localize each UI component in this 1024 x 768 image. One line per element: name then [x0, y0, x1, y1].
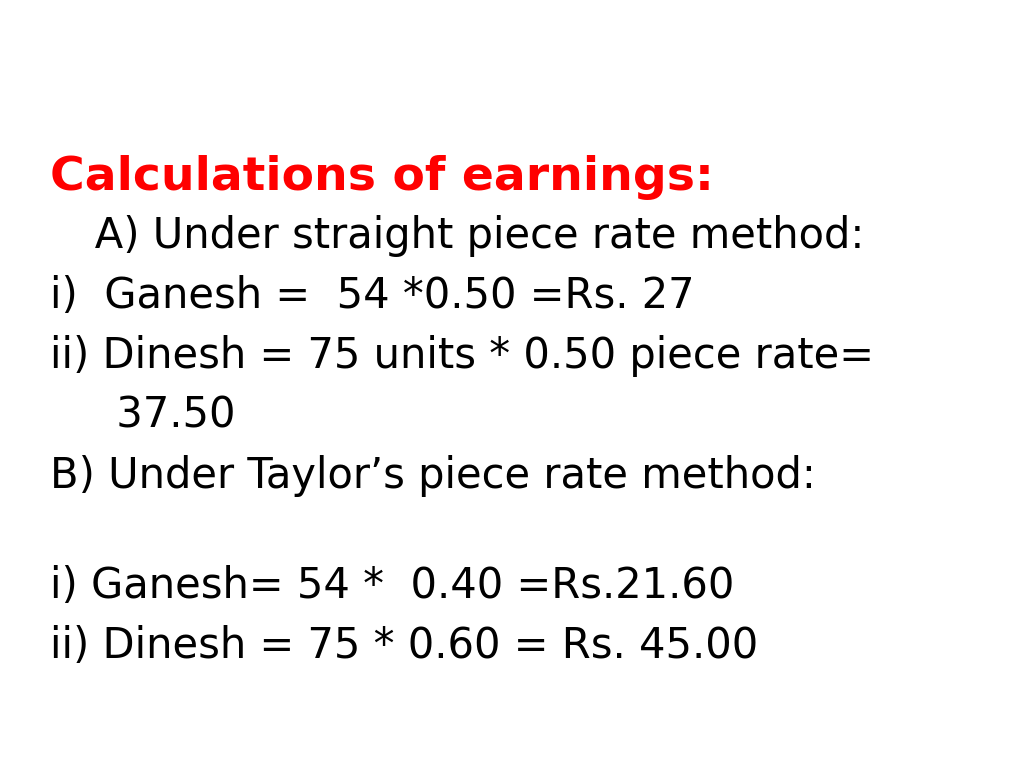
- Text: B) Under Taylor’s piece rate method:: B) Under Taylor’s piece rate method:: [50, 455, 816, 497]
- Text: Calculations of earnings:: Calculations of earnings:: [50, 155, 714, 200]
- Text: i)  Ganesh =  54 *0.50 =Rs. 27: i) Ganesh = 54 *0.50 =Rs. 27: [50, 275, 694, 317]
- Text: ii) Dinesh = 75 * 0.60 = Rs. 45.00: ii) Dinesh = 75 * 0.60 = Rs. 45.00: [50, 625, 758, 667]
- Text: ii) Dinesh = 75 units * 0.50 piece rate=: ii) Dinesh = 75 units * 0.50 piece rate=: [50, 335, 874, 377]
- Text: 37.50: 37.50: [50, 395, 236, 437]
- Text: i) Ganesh= 54 *  0.40 =Rs.21.60: i) Ganesh= 54 * 0.40 =Rs.21.60: [50, 565, 734, 607]
- Text: A) Under straight piece rate method:: A) Under straight piece rate method:: [55, 215, 864, 257]
